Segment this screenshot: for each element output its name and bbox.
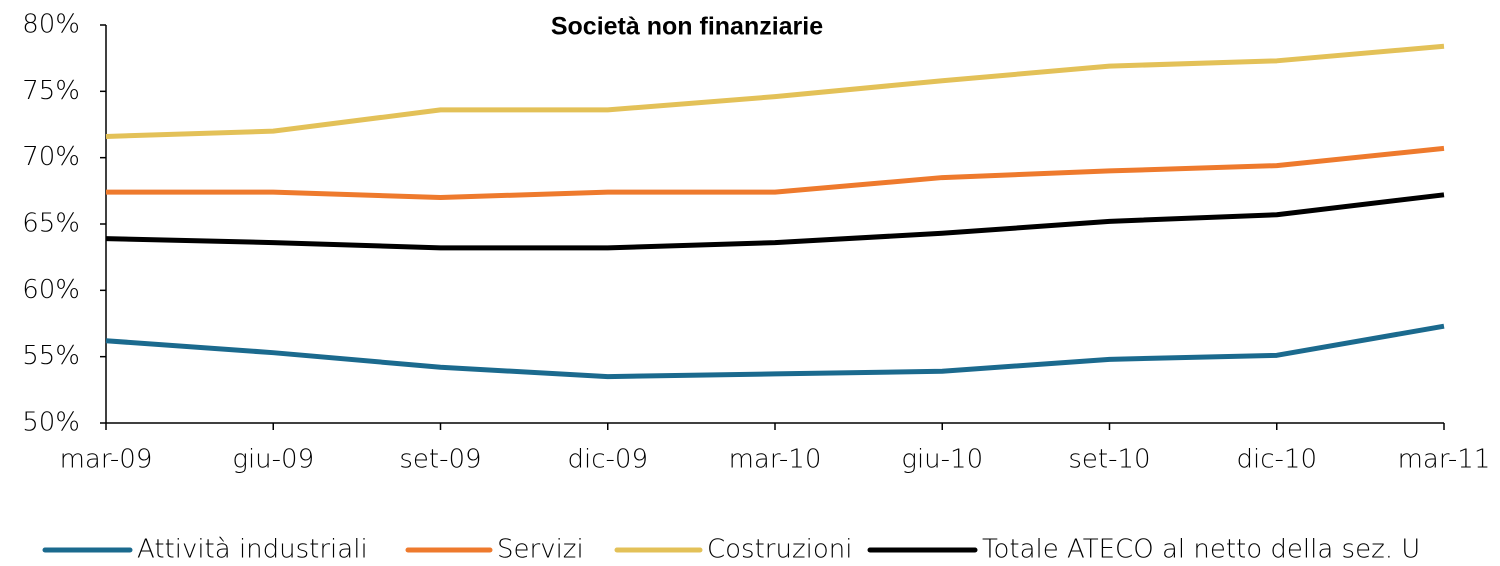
y-tick-label: 50% <box>22 408 80 438</box>
y-tick-label: 60% <box>22 275 80 305</box>
y-tick-label: 70% <box>22 142 80 172</box>
y-tick-label: 80% <box>22 10 80 40</box>
legend-label: Costruzioni <box>707 535 852 565</box>
legend-label: Attività industriali <box>137 535 368 565</box>
y-tick-label: 65% <box>22 209 80 239</box>
series-line <box>106 145 1445 200</box>
x-tick-label: dic-10 <box>1237 445 1318 475</box>
x-tick-label: set-10 <box>1068 445 1150 475</box>
y-tick-label: 55% <box>22 341 80 371</box>
x-tick-label: mar-10 <box>729 445 822 475</box>
x-tick-label: mar-09 <box>60 445 153 475</box>
series-line <box>105 43 1445 139</box>
series-line <box>105 323 1445 380</box>
legend-label: Servizi <box>497 535 584 565</box>
chart-title: Società non finanziarie <box>551 13 823 41</box>
x-tick-label: set-09 <box>399 445 481 475</box>
x-tick-label: giu-10 <box>901 445 983 475</box>
x-tick-label: mar-11 <box>1398 445 1491 475</box>
series-line <box>105 192 1445 251</box>
x-tick-label: dic-09 <box>568 445 649 475</box>
legend-label: Totale ATECO al netto della sez. U <box>982 535 1420 565</box>
x-tick-label: giu-09 <box>232 445 314 475</box>
y-tick-label: 75% <box>22 76 80 106</box>
